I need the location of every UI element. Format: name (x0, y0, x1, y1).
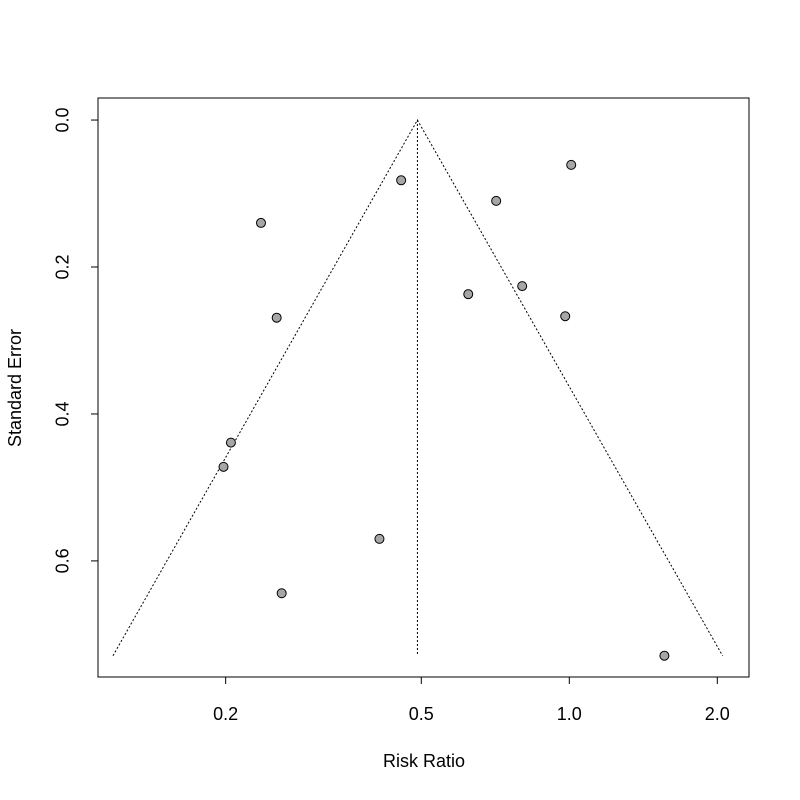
study-point (396, 175, 407, 186)
plot-frame (97, 97, 750, 678)
study-point (463, 289, 474, 300)
y-tick-label: 0.4 (53, 401, 73, 426)
study-point (271, 312, 282, 323)
study-point (276, 588, 287, 599)
y-tick-label: 0.2 (53, 254, 73, 279)
x-tick-label: 1.0 (557, 704, 582, 724)
study-point (517, 281, 528, 292)
study-point (491, 195, 502, 206)
study-point (374, 533, 385, 544)
study-point (566, 159, 577, 170)
study-point (659, 650, 670, 661)
x-tick-label: 2.0 (705, 704, 730, 724)
study-point (560, 311, 571, 322)
y-tick-label: 0.6 (53, 548, 73, 573)
study-point (218, 461, 229, 472)
x-axis-label: Risk Ratio (383, 751, 465, 771)
y-tick-label: 0.0 (53, 108, 73, 133)
y-axis-label: Standard Error (5, 329, 25, 447)
x-tick-label: 0.2 (213, 704, 238, 724)
x-tick-label: 0.5 (409, 704, 434, 724)
study-point (255, 217, 266, 228)
study-point (225, 437, 236, 448)
